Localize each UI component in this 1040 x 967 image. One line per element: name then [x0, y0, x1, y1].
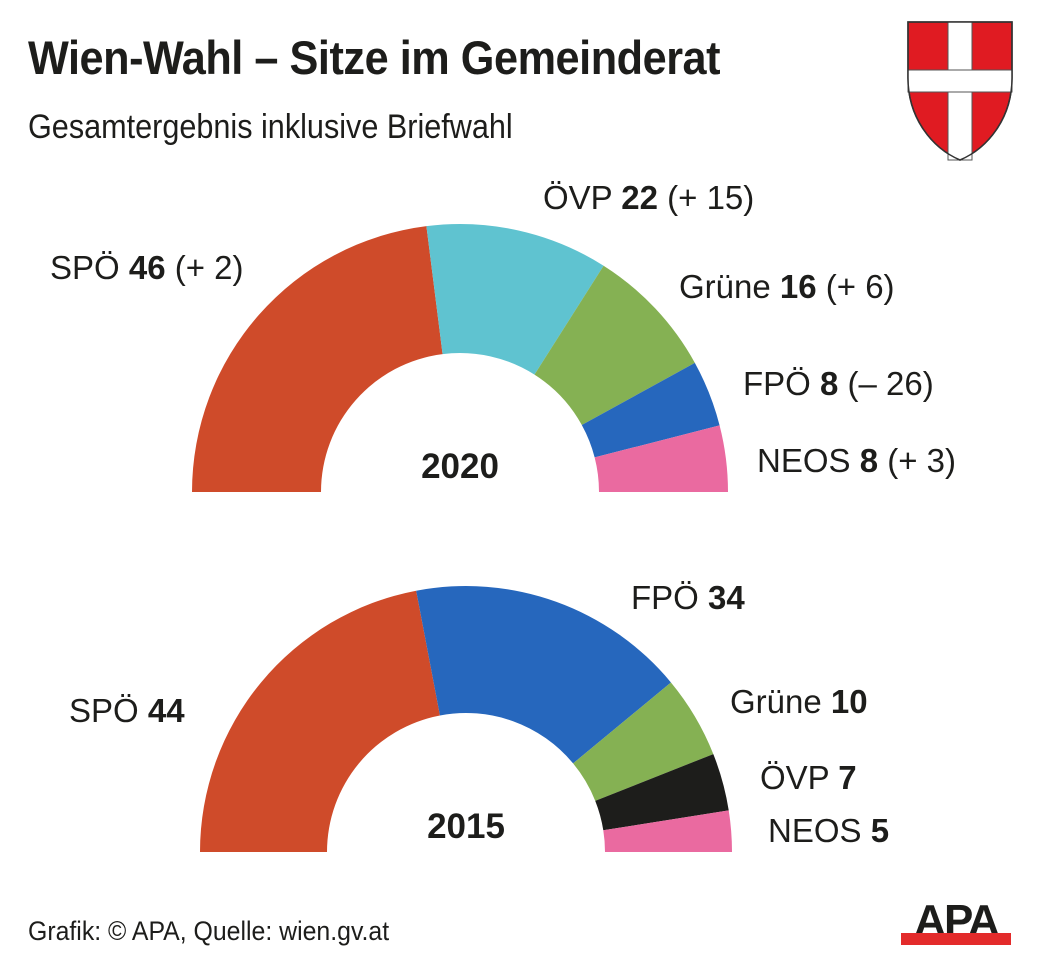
slice-2020-fpö [581, 362, 720, 458]
label-2020-neos: NEOS 8 (+ 3) [757, 442, 956, 479]
apa-logo: APA [901, 897, 1011, 945]
slice-2020-spö [192, 226, 443, 492]
slice-2015-fpö [416, 586, 671, 764]
label-2015-spö: SPÖ 44 [69, 692, 185, 729]
slice-2015-grüne [573, 682, 714, 801]
slice-2020-övp [426, 224, 604, 375]
label-2020-fpö: FPÖ 8 (– 26) [743, 365, 934, 402]
year-label-2020: 2020 [421, 447, 499, 486]
chart-subtitle: Gesamtergebnis inklusive Briefwahl [28, 108, 513, 146]
label-2020-grüne: Grüne 16 (+ 6) [679, 268, 895, 305]
source-credit: Grafik: © APA, Quelle: wien.gv.at [28, 916, 390, 946]
label-2015-grüne: Grüne 10 [730, 683, 868, 720]
slice-2015-övp [595, 754, 729, 831]
label-2015-neos: NEOS 5 [768, 812, 889, 849]
chart-title: Wien-Wahl – Sitze im Gemeinderat [28, 31, 721, 84]
year-label-2015: 2015 [427, 807, 505, 846]
label-2015-övp: ÖVP 7 [760, 759, 857, 796]
slice-2015-spö [200, 590, 440, 852]
slice-2015-neos [603, 810, 732, 852]
label-2020-spö: SPÖ 46 (+ 2) [50, 249, 244, 286]
label-2020-övp: ÖVP 22 (+ 15) [543, 179, 754, 216]
vienna-coat-of-arms-icon [907, 21, 1013, 161]
half-donut-2020: SPÖ 46 (+ 2) ÖVP 22 (+ 15) Grüne 16 (+ 6) F… [50, 179, 956, 492]
label-2015-fpö: FPÖ 34 [631, 579, 745, 616]
slice-2020-neos [594, 425, 728, 492]
half-donut-2015: SPÖ 44 FPÖ 34 Grüne 10 ÖVP 7 NEOS 5 2015 [69, 579, 889, 852]
slice-2020-grüne [534, 265, 695, 426]
